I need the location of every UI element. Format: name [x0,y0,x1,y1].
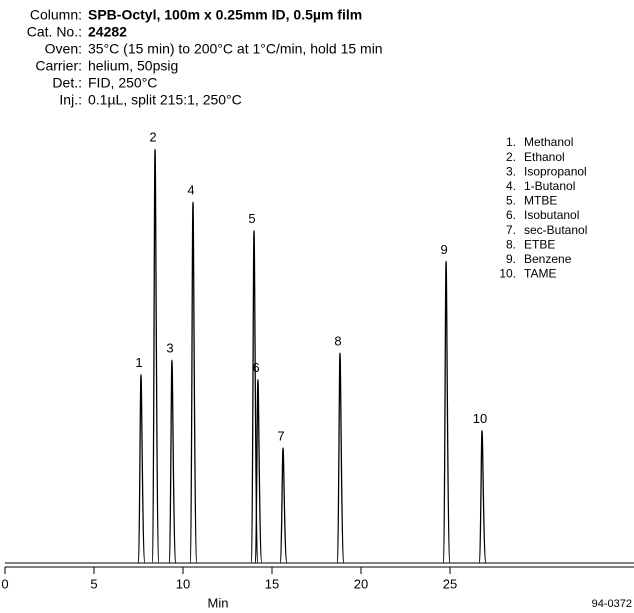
legend-number: 6. [506,208,516,222]
peak-label: 3 [166,341,173,356]
legend-name: Methanol [524,135,573,149]
legend-name: TAME [524,267,556,281]
header-value: 24282 [88,24,127,40]
legend-number: 4. [506,179,516,193]
peak-label: 4 [187,183,194,198]
peak [478,429,487,564]
legend-name: Ethanol [524,150,565,164]
header-label: Inj.: [59,92,82,108]
peak [336,352,345,564]
header-label: Carrier: [35,58,82,74]
header-value: 35°C (15 min) to 200°C at 1°C/min, hold … [88,41,383,57]
peak-label: 1 [135,355,142,370]
peak [442,260,451,564]
peak [254,378,263,564]
peak [168,359,177,564]
peak-label: 7 [277,428,284,443]
peak [137,373,146,564]
header-value: helium, 50psig [88,58,178,74]
header-value: 0.1µL, split 215:1, 250°C [88,92,242,108]
peak-label: 10 [473,411,487,426]
legend-number: 7. [506,223,516,237]
header-label: Cat. No.: [27,24,82,40]
legend-name: 1-Butanol [524,179,575,193]
legend-number: 10. [499,267,516,281]
x-axis-label: Min [208,595,229,610]
legend-name: sec-Butanol [524,223,587,237]
peak [151,148,160,564]
legend-number: 5. [506,194,516,208]
peak-label: 9 [440,242,447,257]
peak-label: 8 [334,334,341,349]
figure-number: 94-0372 [592,598,632,610]
legend-name: Benzene [524,252,572,266]
header-label: Column: [30,7,82,23]
header-value: SPB-Octyl, 100m x 0.25mm ID, 0.5µm film [88,7,362,23]
legend-number: 2. [506,150,516,164]
peak-label: 5 [248,211,255,226]
peak-label: 2 [149,130,156,145]
peak-label: 6 [252,360,259,375]
legend-name: ETBE [524,237,555,251]
header-label: Oven: [45,41,82,57]
legend-name: Isopropanol [524,164,587,178]
x-tick-label: 20 [354,576,368,591]
legend-number: 3. [506,164,516,178]
peak [279,447,288,564]
legend-name: MTBE [524,194,557,208]
peak [250,230,259,564]
x-tick-label: 5 [90,576,97,591]
header-label: Det.: [52,75,82,91]
legend-name: Isobutanol [524,208,579,222]
x-tick-label: 15 [265,576,279,591]
legend-number: 9. [506,252,516,266]
peak [189,201,198,564]
legend-number: 8. [506,237,516,251]
x-tick-label: 10 [176,576,190,591]
x-tick-label: 25 [443,576,457,591]
header-value: FID, 250°C [88,75,157,91]
x-tick-label: 0 [1,576,8,591]
legend-number: 1. [506,135,516,149]
